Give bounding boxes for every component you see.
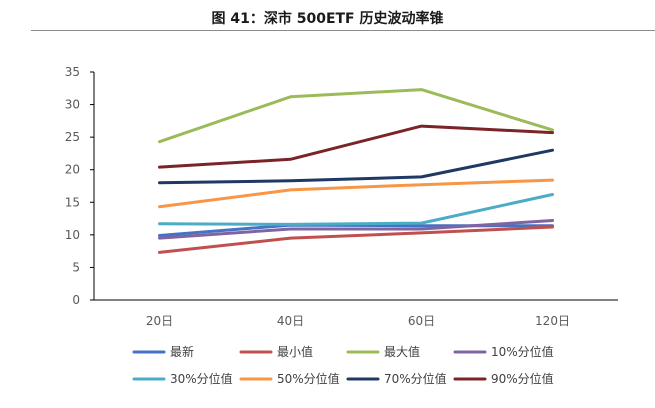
y-tick-label: 0 bbox=[72, 293, 80, 307]
y-tick-label: 15 bbox=[65, 195, 80, 209]
x-tick-label: 120日 bbox=[535, 314, 570, 328]
legend-item: 最新 bbox=[132, 344, 194, 359]
y-tick-label: 20 bbox=[65, 163, 80, 177]
series-line bbox=[158, 219, 554, 240]
series-line bbox=[158, 148, 554, 185]
legend-item: 10%分位值 bbox=[453, 344, 554, 359]
series-line bbox=[158, 178, 554, 209]
legend-item: 90%分位值 bbox=[453, 371, 554, 386]
legend: 最新 最小值 最大值 10%分位值 30%分位值 50%分位值 70%分位值 90%分位值 bbox=[132, 344, 554, 386]
y-tick-label: 30 bbox=[65, 98, 80, 112]
legend-label: 最新 bbox=[170, 344, 194, 359]
y-tick-label: 5 bbox=[72, 260, 80, 274]
y-tick-label: 35 bbox=[65, 65, 80, 79]
legend-label: 30%分位值 bbox=[170, 371, 233, 386]
series-line bbox=[158, 88, 554, 144]
series-line bbox=[158, 193, 554, 226]
legend-item: 30%分位值 bbox=[132, 371, 233, 386]
legend-label: 10%分位值 bbox=[491, 344, 554, 359]
axes: 0 5 10 15 20 25 30 35 20日 40日 60日 120日 bbox=[65, 65, 618, 328]
figure-title: 图 41：深市 500ETF 历史波动率锥 bbox=[211, 11, 444, 27]
legend-label: 最小值 bbox=[277, 344, 313, 359]
legend-item: 50%分位值 bbox=[239, 371, 340, 386]
title-rule bbox=[31, 30, 655, 31]
x-tick-label: 20日 bbox=[146, 314, 173, 328]
y-tick-label: 25 bbox=[65, 130, 80, 144]
legend-item: 70%分位值 bbox=[346, 371, 447, 386]
legend-item: 最大值 bbox=[346, 344, 420, 359]
y-tick-label: 10 bbox=[65, 228, 80, 242]
series-line bbox=[158, 124, 554, 169]
series-line bbox=[158, 225, 554, 254]
series-lines bbox=[158, 88, 554, 254]
x-tick-label: 40日 bbox=[277, 314, 304, 328]
legend-label: 70%分位值 bbox=[384, 371, 447, 386]
legend-item: 最小值 bbox=[239, 344, 313, 359]
legend-label: 90%分位值 bbox=[491, 371, 554, 386]
x-tick-label: 60日 bbox=[408, 314, 435, 328]
legend-label: 最大值 bbox=[384, 344, 420, 359]
legend-label: 50%分位值 bbox=[277, 371, 340, 386]
